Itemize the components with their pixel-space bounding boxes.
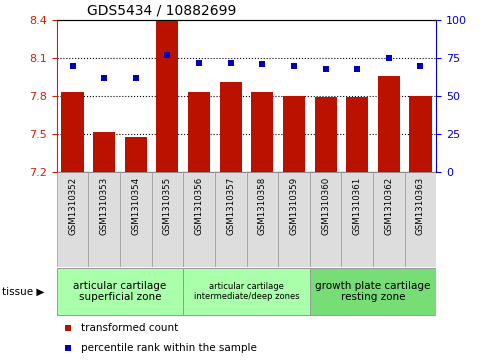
Bar (88, 172, 120, 267)
Bar (120, 172, 152, 267)
Text: GSM1310363: GSM1310363 (416, 177, 425, 235)
Text: percentile rank within the sample: percentile rank within the sample (81, 343, 257, 354)
Bar (152, 172, 183, 267)
Bar (183, 172, 215, 267)
Bar (315, 97, 337, 172)
Text: GSM1310358: GSM1310358 (258, 177, 267, 235)
Bar (251, 92, 274, 172)
Bar (219, 82, 242, 172)
Text: articular cartilage
intermediate/deep zones: articular cartilage intermediate/deep zo… (194, 282, 299, 301)
Bar (378, 76, 400, 172)
Text: GSM1310362: GSM1310362 (385, 177, 393, 235)
Text: tissue ▶: tissue ▶ (2, 286, 45, 296)
Bar (93, 132, 115, 172)
Bar (57, 172, 88, 267)
Text: GSM1310354: GSM1310354 (131, 177, 141, 235)
Text: GSM1310353: GSM1310353 (100, 177, 108, 235)
Bar (409, 96, 431, 172)
Text: growth plate cartilage
resting zone: growth plate cartilage resting zone (316, 281, 431, 302)
Text: GSM1310352: GSM1310352 (68, 177, 77, 235)
Bar (188, 92, 210, 172)
Bar (57, 268, 183, 315)
Bar (346, 97, 368, 172)
Bar (183, 268, 310, 315)
Bar (62, 92, 84, 172)
Bar (373, 172, 405, 267)
Bar (125, 137, 147, 172)
Bar (283, 96, 305, 172)
Text: GSM1310359: GSM1310359 (289, 177, 298, 235)
Bar (405, 172, 436, 267)
Text: GSM1310360: GSM1310360 (321, 177, 330, 235)
Text: GDS5434 / 10882699: GDS5434 / 10882699 (87, 3, 237, 17)
Text: GSM1310355: GSM1310355 (163, 177, 172, 235)
Text: articular cartilage
superficial zone: articular cartilage superficial zone (73, 281, 167, 302)
Text: GSM1310356: GSM1310356 (195, 177, 204, 235)
Bar (246, 172, 278, 267)
Bar (310, 172, 341, 267)
Text: GSM1310357: GSM1310357 (226, 177, 235, 235)
Bar (278, 172, 310, 267)
Bar (215, 172, 246, 267)
Bar (156, 21, 178, 172)
Text: GSM1310361: GSM1310361 (352, 177, 362, 235)
Bar (310, 268, 436, 315)
Text: transformed count: transformed count (81, 323, 178, 333)
Bar (341, 172, 373, 267)
